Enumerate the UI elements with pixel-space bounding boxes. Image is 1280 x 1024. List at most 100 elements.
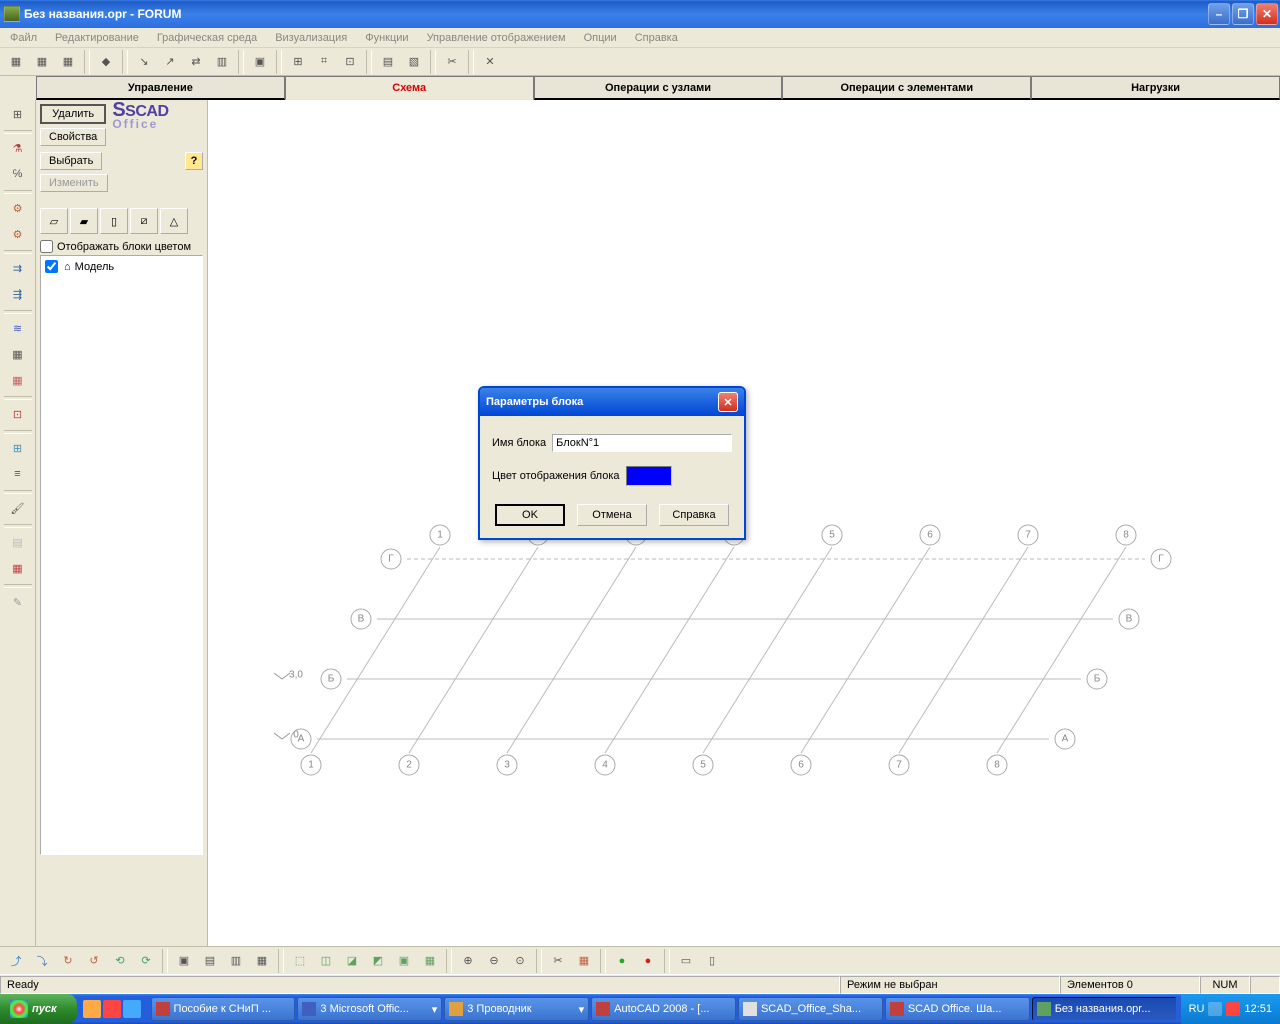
lc-14[interactable]: ▤ [6,530,30,554]
tbtn-node[interactable]: ◆ [94,50,118,74]
bt-win1[interactable]: ▭ [674,949,698,973]
tbtn-t1[interactable]: ↘ [132,50,156,74]
maximize-button[interactable]: ❐ [1232,3,1254,25]
task-item[interactable]: 3 Microsoft Offic... ▾ [297,997,442,1021]
tab-loads[interactable]: Нагрузки [1031,76,1280,100]
color-blocks-checkbox[interactable] [40,240,53,253]
tbtn-t4[interactable]: ▥ [210,50,234,74]
lc-5[interactable]: ⚙ [6,222,30,246]
lc-pencil[interactable]: ✎ [6,590,30,614]
dialog-close-button[interactable]: ✕ [718,392,738,412]
tbtn-grid1[interactable]: ▦ [4,50,28,74]
lc-12[interactable]: ⊞ [6,436,30,460]
bt-cube4[interactable]: ◩ [366,949,390,973]
minimize-button[interactable]: – [1208,3,1230,25]
menu-file[interactable]: Файл [6,30,41,46]
lc-4[interactable]: ⚙ [6,196,30,220]
bt-win2[interactable]: ▯ [700,949,724,973]
bt-cube2[interactable]: ◫ [314,949,338,973]
bt-axis1[interactable]: ⤴ [4,949,28,973]
lc-13[interactable]: ≡ [6,462,30,486]
tbtn-t2[interactable]: ↗ [158,50,182,74]
task-item[interactable]: AutoCAD 2008 - [... [591,997,736,1021]
tbtn-t8[interactable]: ⊡ [338,50,362,74]
menu-graphics[interactable]: Графическая среда [153,30,261,46]
icon-slab[interactable]: ▰ [70,208,98,234]
bt-cube3[interactable]: ◪ [340,949,364,973]
delete-button[interactable]: Удалить [40,104,106,124]
bt-zoom-in[interactable]: ⊕ [456,949,480,973]
tbtn-t3[interactable]: ⇄ [184,50,208,74]
bt-cube5[interactable]: ▣ [392,949,416,973]
bt-view3[interactable]: ▥ [224,949,248,973]
tree-root[interactable]: ⌂ Модель [45,260,198,273]
tab-scheme[interactable]: Схема [285,76,534,100]
ql-1[interactable] [83,1000,101,1018]
tbtn-t9[interactable]: ▤ [376,50,400,74]
tbtn-t5[interactable]: ▣ [248,50,272,74]
lc-11[interactable]: ⊡ [6,402,30,426]
icon-frame[interactable]: ▱ [40,208,68,234]
task-item[interactable]: SCAD Office. Ша... [885,997,1030,1021]
tray-icon-2[interactable] [1226,1002,1240,1016]
help-icon[interactable]: ? [185,152,203,170]
close-button[interactable]: ✕ [1256,3,1278,25]
lc-9[interactable]: ▦ [6,342,30,366]
tbtn-t11[interactable]: ✂ [440,50,464,74]
bt-view4[interactable]: ▦ [250,949,274,973]
block-name-input[interactable] [552,434,732,452]
menu-edit[interactable]: Редактирование [51,30,143,46]
ql-2[interactable] [103,1000,121,1018]
tbtn-grid2[interactable]: ▦ [30,50,54,74]
bt-zoom-fit[interactable]: ⊙ [508,949,532,973]
tray-icon-1[interactable] [1208,1002,1222,1016]
bt-red[interactable]: ● [636,949,660,973]
icon-wall[interactable]: ▯ [100,208,128,234]
dialog-help-button[interactable]: Справка [659,504,729,526]
lc-1[interactable]: ⊞ [6,102,30,126]
task-item[interactable]: Без названия.opr... [1032,997,1177,1021]
tab-elements[interactable]: Операции с элементами [782,76,1031,100]
dialog-cancel-button[interactable]: Отмена [577,504,647,526]
menu-display[interactable]: Управление отображением [423,30,570,46]
bt-cube1[interactable]: ⬚ [288,949,312,973]
start-button[interactable]: пуск [0,994,77,1024]
tab-nodes[interactable]: Операции с узлами [534,76,783,100]
tbtn-delete[interactable]: ✕ [478,50,502,74]
lc-15[interactable]: ▦ [6,556,30,580]
tbtn-t10[interactable]: ▧ [402,50,426,74]
bt-axis4[interactable]: ↺ [82,949,106,973]
task-item[interactable]: 3 Проводник ▾ [444,997,589,1021]
bt-cube6[interactable]: ▦ [418,949,442,973]
tbtn-t6[interactable]: ⊞ [286,50,310,74]
lc-3[interactable]: ℅ [6,162,30,186]
tray-lang[interactable]: RU [1189,1003,1205,1015]
menu-visual[interactable]: Визуализация [271,30,351,46]
props-button[interactable]: Свойства [40,128,106,146]
dialog-ok-button[interactable]: OK [495,504,565,526]
bt-view2[interactable]: ▤ [198,949,222,973]
lc-2[interactable]: ⚗ [6,136,30,160]
bt-view1[interactable]: ▣ [172,949,196,973]
ql-3[interactable] [123,1000,141,1018]
bt-axis3[interactable]: ↻ [56,949,80,973]
lc-brush[interactable]: 🖌 [6,496,30,520]
block-color-swatch[interactable] [626,466,672,486]
bt-zoom-out[interactable]: ⊖ [482,949,506,973]
tbtn-t7[interactable]: ⌗ [312,50,336,74]
task-item[interactable]: Пособие к СНиП ... [151,997,296,1021]
lc-10[interactable]: ▦ [6,368,30,392]
bt-palette[interactable]: ▦ [572,949,596,973]
bt-axis2[interactable]: ⤵ [30,949,54,973]
tree-root-check[interactable] [45,260,58,273]
task-item[interactable]: SCAD_Office_Sha... [738,997,883,1021]
icon-col[interactable]: △ [160,208,188,234]
tbtn-grid3[interactable]: ▦ [56,50,80,74]
menu-functions[interactable]: Функции [361,30,412,46]
bt-axis5[interactable]: ⟲ [108,949,132,973]
lc-7[interactable]: ⇶ [6,282,30,306]
tab-control[interactable]: Управление [36,76,285,100]
bt-cut[interactable]: ✂ [546,949,570,973]
bt-green[interactable]: ● [610,949,634,973]
select-button[interactable]: Выбрать [40,152,102,170]
